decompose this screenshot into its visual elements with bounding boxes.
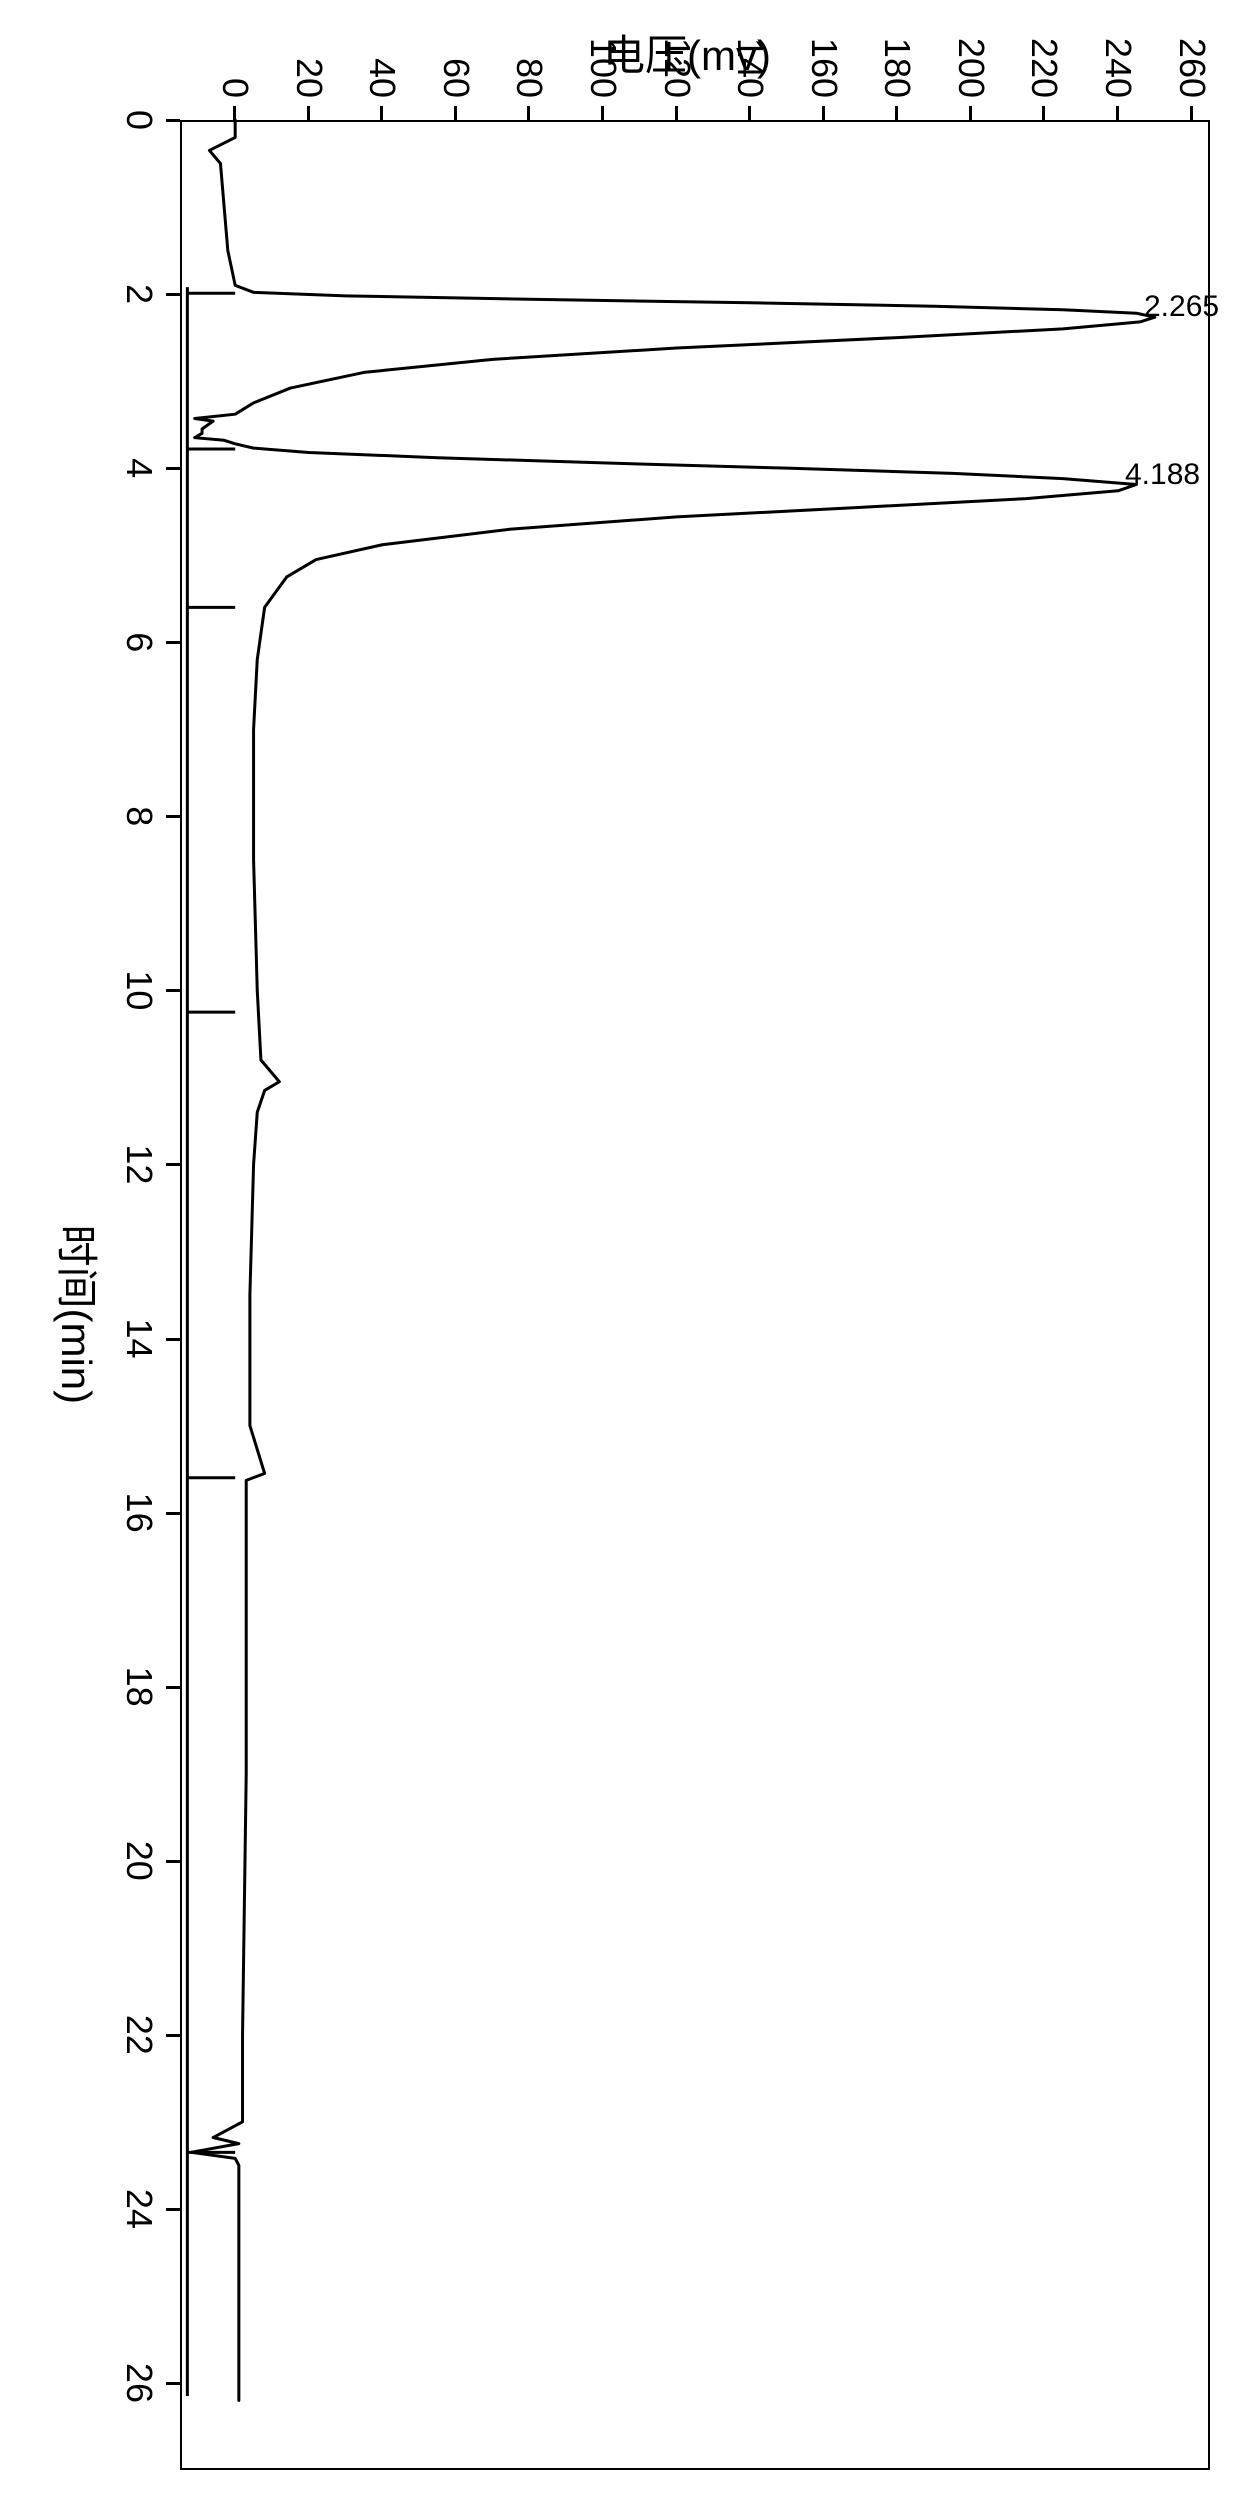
tick-label: 16 — [118, 1493, 160, 1533]
tick-label: 12 — [118, 1144, 160, 1184]
peak-label: 2.265 — [1144, 290, 1219, 324]
peak-label: 4.188 — [1125, 458, 1200, 492]
tick — [895, 106, 898, 120]
tick-label: 0 — [118, 110, 160, 130]
tick-label: 26 — [118, 2363, 160, 2403]
tick — [166, 119, 180, 122]
tick-label: 6 — [118, 632, 160, 652]
tick-label: 80 — [508, 58, 550, 98]
tick — [969, 106, 972, 120]
tick-label: 8 — [118, 806, 160, 826]
tick — [166, 815, 180, 818]
tick — [1116, 106, 1119, 120]
tick — [166, 641, 180, 644]
tick — [166, 1860, 180, 1863]
tick-label: 18 — [118, 1667, 160, 1707]
tick — [307, 106, 310, 120]
tick-label: 40 — [361, 58, 403, 98]
tick-label: 2 — [118, 284, 160, 304]
tick — [166, 1512, 180, 1515]
tick — [166, 2382, 180, 2385]
tick — [601, 106, 604, 120]
tick-label: 0 — [214, 78, 256, 98]
tick — [748, 106, 751, 120]
chart-container: 0246810121416182022242602040608010012014… — [0, 0, 1240, 2514]
tick-label: 22 — [118, 2015, 160, 2055]
tick-label: 220 — [1023, 38, 1065, 98]
tick — [166, 2208, 180, 2211]
tick — [1190, 106, 1193, 120]
tick — [166, 293, 180, 296]
tick-label: 14 — [118, 1318, 160, 1358]
chart-rotated-group: 0246810121416182022242602040608010012014… — [0, 0, 1240, 2514]
tick — [675, 106, 678, 120]
x-axis-label: 时间(min) — [49, 1225, 110, 1405]
tick-label: 240 — [1097, 38, 1139, 98]
tick — [166, 1163, 180, 1166]
tick-label: 20 — [288, 58, 330, 98]
tick-label: 160 — [803, 38, 845, 98]
tick — [233, 106, 236, 120]
tick-label: 60 — [435, 58, 477, 98]
tick — [166, 989, 180, 992]
tick-label: 260 — [1171, 38, 1213, 98]
tick-label: 20 — [118, 1841, 160, 1881]
tick — [527, 106, 530, 120]
tick-label: 10 — [118, 970, 160, 1010]
tick — [1042, 106, 1045, 120]
tick — [454, 106, 457, 120]
chromatogram-trace — [0, 0, 1240, 2514]
tick-label: 180 — [876, 38, 918, 98]
tick — [166, 1686, 180, 1689]
tick — [822, 106, 825, 120]
tick-label: 200 — [950, 38, 992, 98]
tick — [166, 1338, 180, 1341]
tick — [380, 106, 383, 120]
tick — [166, 2034, 180, 2037]
tick — [166, 467, 180, 470]
tick-label: 4 — [118, 458, 160, 478]
tick-label: 24 — [118, 2189, 160, 2229]
y-axis-label: 电压(mv) — [603, 22, 771, 83]
